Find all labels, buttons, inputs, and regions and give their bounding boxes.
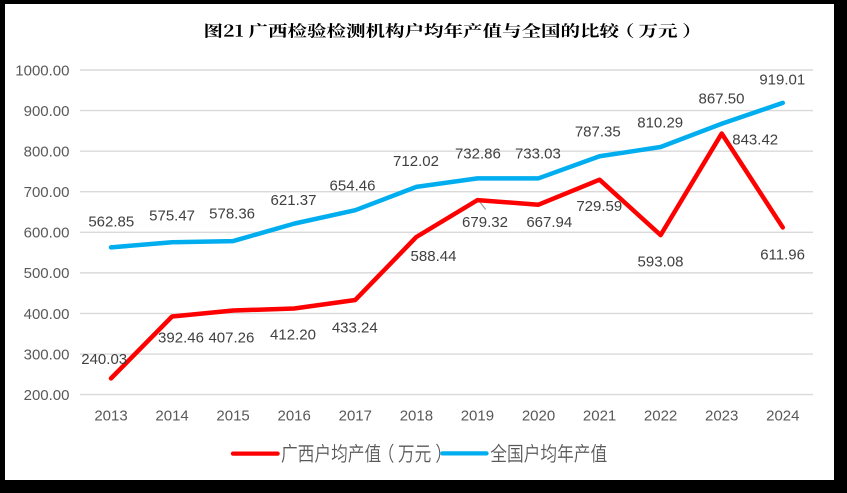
svg-text:2017: 2017 bbox=[339, 407, 372, 424]
svg-text:729.59: 729.59 bbox=[576, 198, 622, 215]
svg-text:300.00: 300.00 bbox=[24, 346, 70, 363]
svg-text:843.42: 843.42 bbox=[732, 132, 778, 149]
svg-text:2015: 2015 bbox=[216, 407, 249, 424]
svg-text:2019: 2019 bbox=[461, 407, 494, 424]
svg-text:2014: 2014 bbox=[155, 407, 188, 424]
svg-text:732.86: 732.86 bbox=[455, 146, 501, 163]
svg-text:600.00: 600.00 bbox=[24, 225, 70, 242]
svg-text:712.02: 712.02 bbox=[393, 153, 439, 170]
svg-text:810.29: 810.29 bbox=[637, 115, 683, 132]
svg-text:240.03: 240.03 bbox=[81, 351, 127, 368]
svg-text:2023: 2023 bbox=[705, 407, 738, 424]
svg-text:2024: 2024 bbox=[766, 407, 799, 424]
svg-text:593.08: 593.08 bbox=[638, 254, 684, 271]
svg-text:2021: 2021 bbox=[583, 407, 616, 424]
svg-text:1000.00: 1000.00 bbox=[15, 62, 69, 79]
svg-text:562.85: 562.85 bbox=[88, 214, 134, 231]
svg-text:700.00: 700.00 bbox=[24, 184, 70, 201]
svg-text:900.00: 900.00 bbox=[24, 103, 70, 120]
svg-text:679.32: 679.32 bbox=[462, 214, 508, 231]
svg-text:392.46: 392.46 bbox=[158, 329, 204, 346]
svg-text:654.46: 654.46 bbox=[330, 177, 376, 194]
svg-text:2013: 2013 bbox=[94, 407, 127, 424]
svg-text:200.00: 200.00 bbox=[24, 387, 70, 404]
svg-text:412.20: 412.20 bbox=[270, 327, 316, 344]
svg-text:500.00: 500.00 bbox=[24, 265, 70, 282]
svg-text:800.00: 800.00 bbox=[24, 144, 70, 161]
svg-text:667.94: 667.94 bbox=[526, 214, 572, 231]
svg-text:2016: 2016 bbox=[278, 407, 311, 424]
svg-text:2020: 2020 bbox=[522, 407, 555, 424]
svg-text:733.03: 733.03 bbox=[515, 146, 561, 163]
svg-text:621.37: 621.37 bbox=[271, 192, 317, 209]
svg-text:400.00: 400.00 bbox=[24, 306, 70, 323]
svg-text:867.50: 867.50 bbox=[699, 91, 745, 108]
svg-text:588.44: 588.44 bbox=[411, 248, 457, 265]
svg-text:787.35: 787.35 bbox=[575, 124, 621, 141]
svg-text:2018: 2018 bbox=[400, 407, 433, 424]
svg-text:578.36: 578.36 bbox=[209, 206, 255, 223]
svg-text:611.96: 611.96 bbox=[760, 246, 805, 263]
svg-text:433.24: 433.24 bbox=[332, 320, 378, 337]
svg-text:407.26: 407.26 bbox=[208, 329, 254, 346]
svg-text:575.47: 575.47 bbox=[149, 207, 195, 224]
svg-text:2022: 2022 bbox=[644, 407, 677, 424]
svg-text:919.01: 919.01 bbox=[759, 71, 805, 88]
